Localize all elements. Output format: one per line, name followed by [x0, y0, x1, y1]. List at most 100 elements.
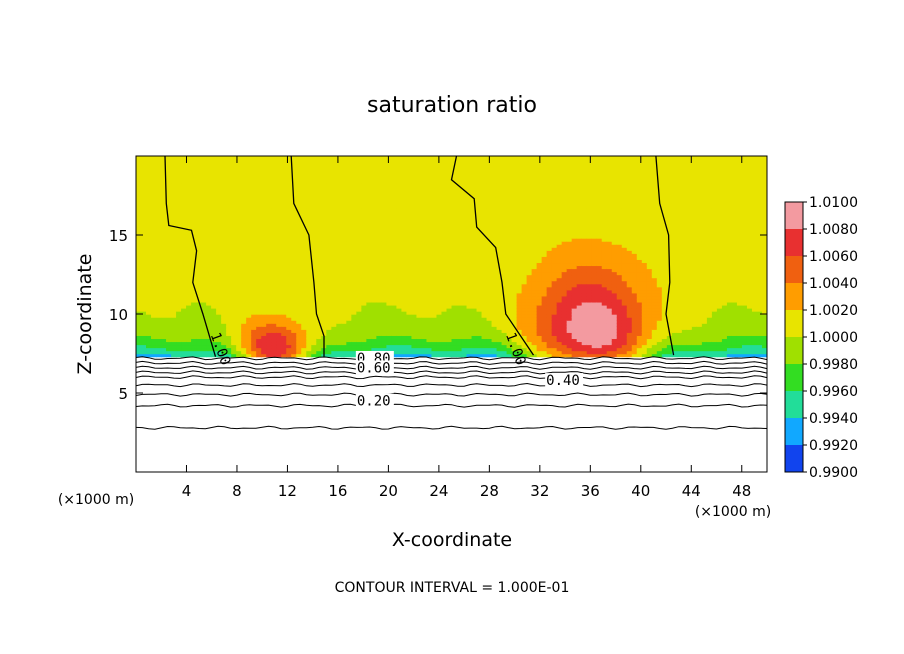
field-cell	[366, 265, 372, 270]
field-cell	[201, 204, 207, 209]
field-cell	[411, 338, 418, 343]
field-cell	[451, 320, 458, 324]
field-cell	[166, 332, 172, 336]
field-cell	[206, 162, 212, 166]
field-cell	[296, 241, 302, 245]
field-cell	[266, 353, 272, 358]
field-cell	[261, 353, 267, 358]
field-cell	[431, 301, 438, 306]
field-cell	[381, 317, 387, 321]
field-cell	[316, 198, 322, 203]
field-cell	[371, 298, 377, 303]
field-cell	[206, 283, 212, 288]
field-cell	[266, 286, 272, 291]
field-cell	[356, 183, 362, 188]
field-cell	[326, 159, 332, 163]
field-cell	[431, 311, 438, 315]
field-cell	[176, 171, 182, 175]
field-cell	[476, 341, 483, 346]
field-cell	[446, 341, 453, 346]
field-cell	[241, 347, 247, 352]
field-cell	[246, 222, 252, 227]
field-cell	[406, 341, 413, 346]
field-cell	[326, 247, 332, 251]
field-cell	[191, 162, 197, 166]
field-cell	[366, 225, 372, 230]
field-cell	[396, 326, 403, 330]
field-cell	[336, 314, 342, 318]
field-cell	[291, 256, 297, 260]
field-cell	[136, 159, 142, 163]
field-cell	[256, 317, 262, 321]
field-cell	[386, 247, 393, 251]
field-cell	[321, 162, 327, 166]
field-cell	[281, 162, 287, 166]
field-cell	[421, 326, 428, 330]
field-cell	[181, 265, 187, 270]
field-cell	[486, 219, 493, 224]
field-cell	[206, 314, 212, 318]
field-cell	[256, 304, 262, 309]
field-cell	[161, 304, 167, 309]
field-cell	[156, 292, 162, 297]
field-cell	[186, 238, 192, 242]
field-cell	[436, 256, 443, 260]
field-cell	[251, 189, 257, 194]
field-cell	[391, 304, 398, 309]
field-cell	[256, 186, 262, 191]
field-cell	[441, 189, 448, 194]
field-cell	[271, 292, 277, 297]
field-cell	[236, 174, 242, 178]
field-cell	[436, 295, 443, 300]
field-cell	[506, 165, 513, 169]
field-cell	[406, 247, 413, 251]
field-cell	[391, 326, 398, 330]
field-cell	[451, 295, 458, 300]
field-cell	[376, 177, 382, 181]
field-cell	[511, 350, 518, 355]
field-cell	[321, 256, 327, 260]
field-cell	[496, 238, 503, 242]
field-cell	[436, 232, 443, 236]
field-cell	[461, 335, 468, 340]
field-cell	[411, 232, 418, 236]
field-cell	[256, 341, 262, 346]
field-cell	[391, 353, 398, 358]
field-cell	[346, 232, 352, 236]
field-cell	[401, 277, 408, 282]
field-cell	[381, 247, 387, 251]
field-cell	[321, 283, 327, 288]
field-cell	[481, 265, 488, 270]
field-cell	[321, 298, 327, 303]
field-cell	[181, 338, 187, 343]
field-cell	[501, 320, 508, 324]
field-cell	[196, 198, 202, 203]
field-cell	[371, 250, 377, 254]
field-cell	[291, 250, 297, 254]
field-cell	[351, 192, 357, 197]
field-cell	[501, 235, 508, 239]
field-cell	[311, 344, 317, 349]
field-cell	[301, 341, 307, 346]
field-cell	[426, 341, 433, 346]
field-cell	[186, 353, 192, 358]
field-cell	[181, 225, 187, 230]
field-cell	[471, 286, 478, 291]
field-cell	[166, 320, 172, 324]
field-cell	[341, 338, 347, 343]
field-cell	[461, 171, 468, 175]
field-cell	[266, 274, 272, 279]
field-cell	[301, 213, 307, 218]
field-cell	[386, 162, 393, 166]
field-cell	[501, 159, 508, 163]
field-cell	[316, 286, 322, 291]
field-cell	[366, 292, 372, 297]
field-cell	[386, 171, 393, 175]
field-cell	[176, 174, 182, 178]
field-cell	[426, 198, 433, 203]
field-cell	[491, 301, 498, 306]
field-cell	[301, 183, 307, 188]
field-cell	[496, 228, 503, 233]
field-cell	[351, 180, 357, 184]
field-cell	[146, 210, 152, 215]
